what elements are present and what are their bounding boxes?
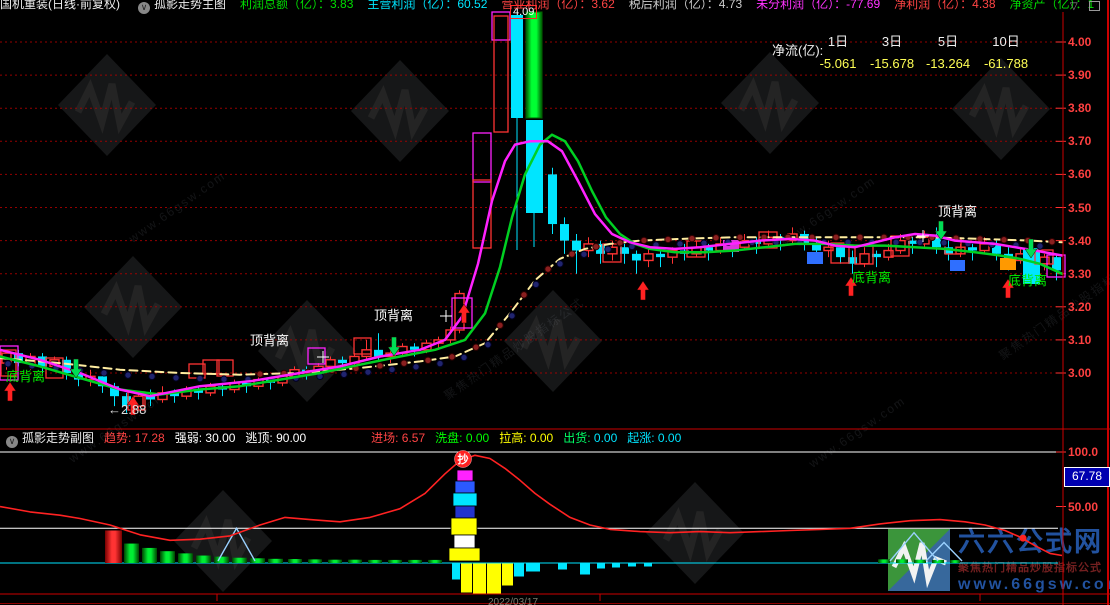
sub-trend-dot — [1019, 534, 1027, 542]
stock-title: 国机重装(日线·前复权) — [0, 0, 120, 11]
sub-collapse-circle-icon[interactable]: ∨ — [6, 436, 18, 448]
fundamental-field: 税后利润（亿）：4.73 — [628, 0, 743, 11]
buy-balloon: 抄 — [454, 450, 472, 468]
watermark-diamond-logo — [721, 52, 819, 154]
ma-magenta-line — [0, 140, 1064, 398]
fundamental-field: 未分利润（亿）：-77.69 — [756, 0, 881, 11]
sub-indicator-field: 出货: 0.00 — [563, 431, 618, 445]
site-tagline: 聚焦热门精品炒股指标公式 — [958, 562, 1102, 574]
price-gridlines — [0, 41, 1066, 374]
fundamental-field: 净利润（亿）：4.38 — [894, 0, 996, 11]
ma-yellow-dashed-line — [0, 236, 1063, 376]
rally-candles — [0, 11, 1066, 411]
buy-arrow-up — [1001, 278, 1015, 299]
sub-panel-header: ∨ 孤影走势副图 趋势: 17.28 强弱: 30.00 逃顶: 90.00 进场: 6.… — [2, 431, 1107, 448]
sub-indicator-field: 起涨: 0.00 — [627, 431, 682, 445]
sell-arrow-down — [387, 336, 401, 357]
sub-histogram — [105, 530, 960, 595]
watermark-diamond-logo — [504, 290, 602, 392]
sub-indicator-field: 拉高: 0.00 — [499, 431, 554, 445]
sub-indicator-field: 进场: 6.57 — [371, 431, 426, 445]
buy-arrow-up — [3, 381, 17, 402]
buy-arrow-up — [636, 280, 650, 301]
sub-trend-line — [0, 454, 1063, 557]
sub-indicator-field: 洗盘: 0.00 — [435, 431, 490, 445]
signal-triangle — [889, 531, 939, 562]
top-info-bar: 国机重装(日线·前复权) ∨ 孤影走势主图 利润总额（亿）：3.83 主营利润（亿）：6… — [0, 0, 1110, 14]
buy-arrow-up — [126, 395, 140, 416]
sub-grid — [0, 451, 1066, 564]
window-icon[interactable] — [1089, 1, 1100, 11]
main-indicator-name: 孤影走势主图 — [154, 0, 227, 11]
fundamental-field: 净资产（亿）：1 — [1009, 0, 1095, 11]
dropdown-triangle-icon[interactable]: ▽ — [1070, 1, 1078, 12]
fundamental-fields: 利润总额（亿）：3.83 主营利润（亿）：60.52 营业利润（亿）：3.62 税后利… — [240, 0, 1108, 11]
fundamental-field: 利润总额（亿）：3.83 — [240, 0, 354, 11]
collapse-circle-icon[interactable]: ∨ — [138, 2, 150, 14]
watermark-diamond-logo — [84, 256, 182, 358]
cross-marker — [917, 230, 929, 242]
sub-indicator-fields: 趋势: 17.28 强弱: 30.00 逃顶: 90.00 进场: 6.57 洗盘: 0… — [104, 431, 691, 445]
svg-text:抄: 抄 — [458, 452, 469, 466]
watermark-diamond-logo — [952, 58, 1050, 160]
sub-indicator-field: 逃顶: 90.00 — [245, 431, 307, 445]
cross-marker — [317, 351, 329, 363]
signal-stack — [448, 469, 481, 562]
signal-triangle — [925, 541, 963, 562]
sub-indicator-field: 强弱: 30.00 — [174, 431, 236, 445]
fundamental-field: 主营利润（亿）：60.52 — [367, 0, 488, 11]
date-readout-clipped: 2022/03/17 — [488, 597, 539, 605]
buy-arrow-up — [844, 276, 858, 297]
sub-current-value-badge: 67.78 — [1064, 467, 1110, 487]
ma-green-line — [0, 133, 1064, 396]
fundamental-field: 营业利润（亿）：3.62 — [501, 0, 615, 11]
cross-marker — [440, 310, 452, 322]
sell-arrow-down — [1024, 238, 1038, 259]
sell-arrow-down — [934, 220, 948, 241]
watermark-diamond-logo — [58, 54, 156, 156]
buy-arrow-up — [457, 303, 471, 324]
signal-triangle — [217, 526, 256, 562]
site-url: www.66gsw.com — [958, 576, 1110, 593]
sell-arrow-down — [69, 358, 83, 379]
sub-indicator-name: 孤影走势副图 — [22, 431, 95, 445]
sub-indicator-field: 趋势: 17.28 — [104, 431, 165, 445]
watermark-diamond-logo — [351, 60, 449, 162]
